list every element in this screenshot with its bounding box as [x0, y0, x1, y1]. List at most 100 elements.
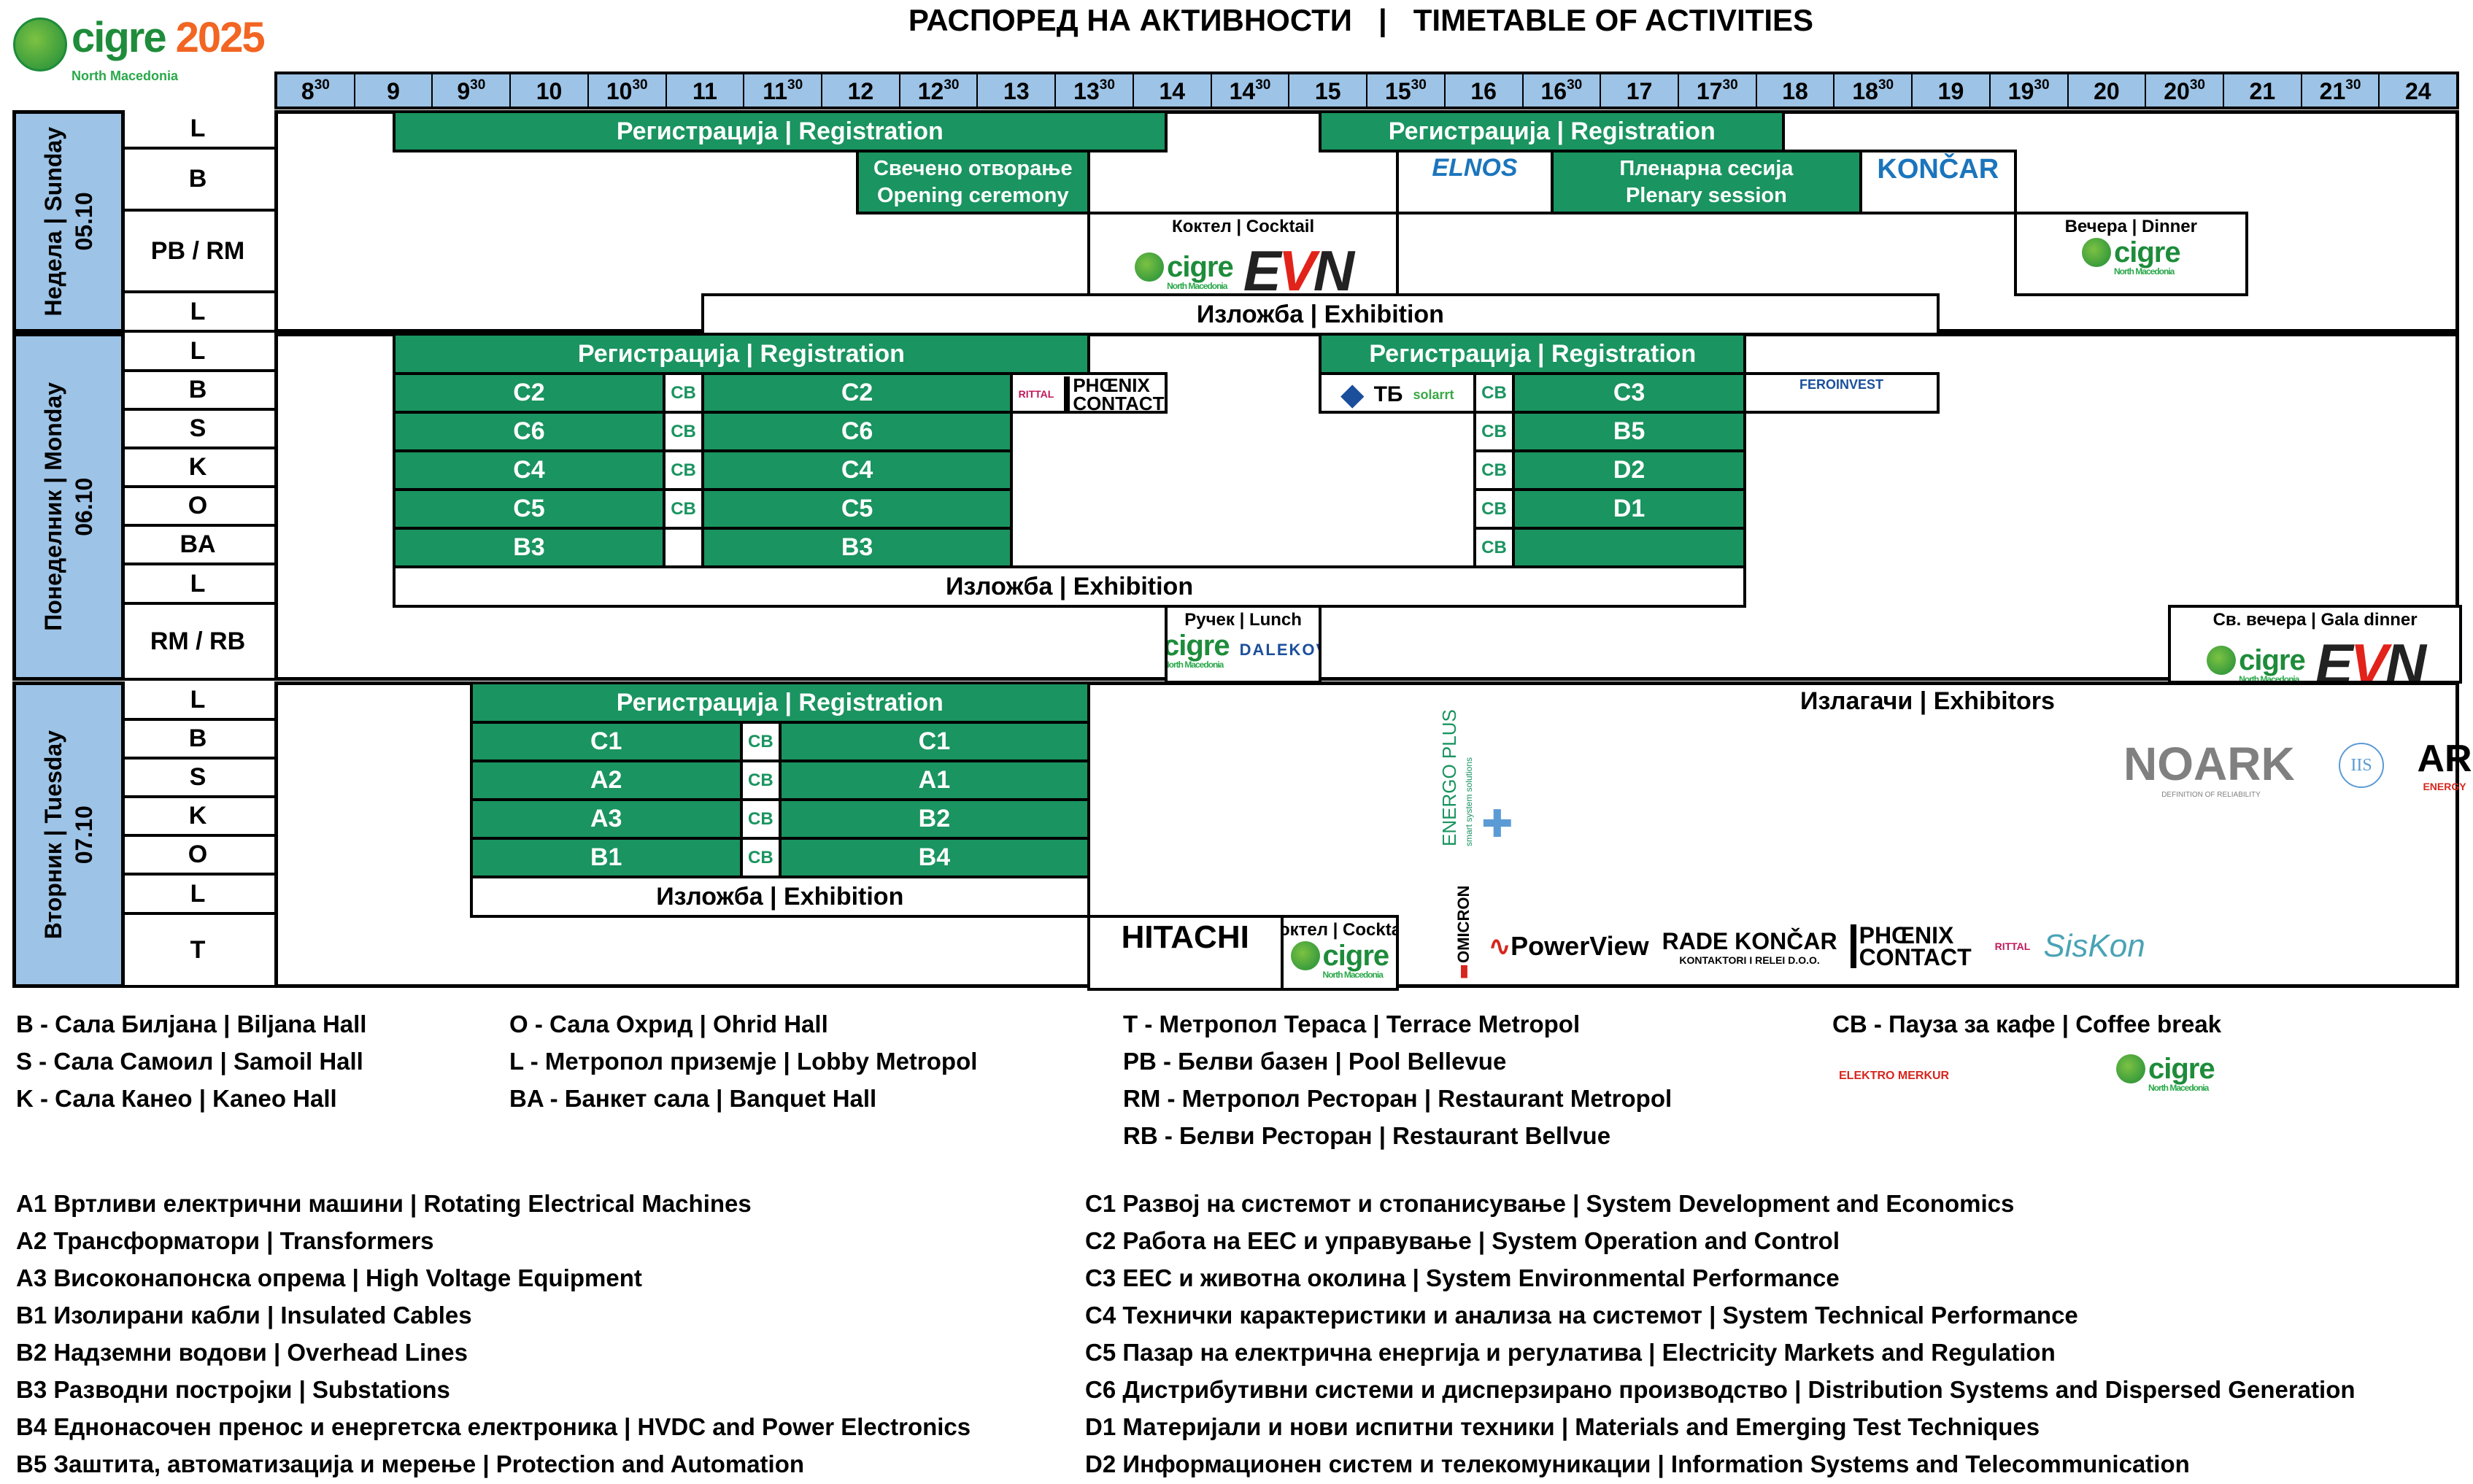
- sponsor-logos: RITTAL PHŒNIX CONTACT: [1018, 376, 1165, 411]
- block-label: D2: [1613, 456, 1646, 484]
- cigre-logo-text: cigre: [2239, 644, 2306, 676]
- block-label: Свечено отворање: [873, 157, 1073, 181]
- evn-e: E: [1243, 239, 1281, 296]
- time-minutes: 30: [1567, 77, 1583, 93]
- phoenix-contact-logo: PHŒNIX CONTACT: [1850, 924, 1982, 969]
- schedule-block: B5: [1511, 411, 1747, 452]
- cigre-globe-icon: [1290, 941, 1320, 970]
- coffee-break-cell: CB: [739, 798, 782, 840]
- coffee-break-cell: CB: [739, 760, 782, 801]
- block-label: C2: [841, 379, 873, 407]
- block-label: Регистрација | Registration: [577, 339, 905, 368]
- noark-name: NOARK: [2123, 738, 2295, 790]
- title-separator: |: [1378, 3, 1387, 37]
- schedule-block: Изложба | Exhibition: [392, 565, 1747, 608]
- noark-logo: NOARK DEFINITION OF RELIABILITY: [2123, 737, 2299, 799]
- block-label: CB: [748, 731, 773, 751]
- time-column-930: 930: [433, 74, 512, 107]
- room-legend-column: T - Метропол Тераса | Terrace Metropol PB…: [1123, 1005, 1721, 1159]
- block-label: CB: [671, 421, 696, 441]
- room-legend-item: RB - Белви Ресторан | Restaurant Bellvue: [1123, 1122, 1611, 1149]
- time-column-2130: 2130: [2302, 74, 2380, 107]
- block-label: Изложба | Exhibition: [1196, 300, 1444, 328]
- category-item: B4 Еднонасочен пренос и енергетска елект…: [16, 1413, 971, 1440]
- time-column-14: 14: [1134, 74, 1212, 107]
- block-label: CB: [1481, 421, 1507, 441]
- room-legend-item: CB - Пауза за кафе | Coffee break: [1832, 1010, 2222, 1037]
- schedule-block: B3: [392, 527, 666, 568]
- schedule-block: C5: [392, 488, 666, 530]
- room-legend-item: O - Сала Охрид | Ohrid Hall: [509, 1010, 828, 1037]
- block-label: CB: [1481, 382, 1507, 403]
- schedule-block: Регистрација | Registration: [1319, 110, 1786, 152]
- schedule-block: C1: [469, 721, 743, 762]
- dalekovod-logo: DALEKOVOD: [1239, 641, 1319, 660]
- rade-koncar-name: RADE KONČAR: [1662, 927, 1837, 954]
- energo-plus-arrow-icon: ✚: [1481, 803, 1513, 846]
- coffee-break-cell: CB: [1473, 449, 1515, 491]
- evn-v: V: [1278, 239, 1316, 296]
- room-code: L: [121, 565, 278, 605]
- block-label: Регистрација | Registration: [1369, 339, 1697, 368]
- schedule-block: A3: [469, 798, 743, 840]
- block-label: Регистрација | Registration: [1388, 117, 1716, 145]
- time-column-2030: 2030: [2146, 74, 2224, 107]
- time-column-1830: 1830: [1835, 74, 1913, 107]
- room-code: B: [121, 150, 278, 212]
- block-label: C4: [513, 456, 545, 484]
- time-column-1030: 1030: [589, 74, 667, 107]
- exhibitor-logos-bottom: ∿ PowerView RADE KONČAR KONTAKTORI I RELEI …: [1489, 921, 2437, 972]
- block-label: CB: [671, 460, 696, 480]
- category-item: C1 Развој на системот и стопанисување | …: [1085, 1190, 2015, 1217]
- sponsor-box: Коктел | Cocktail cigre North Macedonia E V N: [1087, 212, 1400, 296]
- schedule-block: D1: [1511, 488, 1747, 530]
- schedule-block: Регистрација | Registration: [392, 110, 1168, 152]
- schedule-block: A2: [469, 760, 743, 801]
- evn-n: N: [2385, 632, 2426, 684]
- room-code: K: [121, 449, 278, 488]
- sponsor-logos: ◆ ТБ solarrt: [1341, 376, 1454, 411]
- rittal-logo: RITTAL: [1018, 387, 1054, 400]
- time-minutes: 30: [944, 77, 960, 93]
- sponsor-logos: cigre North Macedonia E V N: [2207, 631, 2426, 684]
- category-item: A3 Високонапонска опрема | High Voltage …: [16, 1264, 642, 1291]
- sponsor-box: ◆ ТБ solarrt: [1319, 372, 1476, 414]
- category-item: C2 Работа на ЕЕС и управување | System O…: [1085, 1227, 1840, 1254]
- schedule-block: C1: [778, 721, 1090, 762]
- coffee-break-cell: CB: [1473, 527, 1515, 568]
- schedule-block: [1511, 527, 1747, 568]
- sponsor-box: FEROINVEST: [1743, 372, 1940, 414]
- cigre-logo-main: cigre: [2116, 1054, 2215, 1083]
- koncar-logo: KONČAR: [1877, 154, 1999, 185]
- block-label: C1: [918, 727, 951, 756]
- day-date: 06.10: [71, 477, 97, 536]
- time-column-21: 21: [2224, 74, 2302, 107]
- category-item: D2 Информационен систем и телекомуникаци…: [1085, 1450, 2190, 1477]
- schedule-block: Свечено отворање Opening ceremony: [855, 150, 1090, 215]
- schedule-block: C6: [392, 411, 666, 452]
- schedule-block: [663, 527, 704, 568]
- logo-tb-logo: ТБ: [1373, 382, 1403, 407]
- category-column: C1 Развој на системот и стопанисување | …: [1085, 1185, 2457, 1484]
- category-item: B1 Изолирани кабли | Insulated Cables: [16, 1302, 472, 1329]
- phoenix-logo: PHŒNIX CONTACT: [1064, 376, 1165, 411]
- block-label: C6: [513, 417, 545, 446]
- cigre-globe-icon: [13, 18, 67, 72]
- block-label: CB: [1481, 537, 1507, 557]
- block-label: CB: [671, 382, 696, 403]
- evn-n: N: [1313, 239, 1354, 296]
- schedule-block: C4: [392, 449, 666, 491]
- category-item: C5 Пазар на електрична енергија и регула…: [1085, 1339, 2056, 1366]
- schedule-block: Изложба | Exhibition: [469, 876, 1090, 918]
- cigre-globe-icon: [2207, 645, 2237, 675]
- schedule-block: C6: [701, 411, 1014, 452]
- sponsor-caption: Коктел | Cocktail: [1172, 217, 1315, 236]
- time-column-1730: 1730: [1679, 74, 1757, 107]
- room-legend-item: K - Сала Канео | Kaneo Hall: [16, 1085, 337, 1112]
- time-minutes: 30: [1099, 77, 1115, 93]
- schedule-block: Пленарна сесија Plenary session: [1550, 150, 1862, 215]
- time-column-1630: 1630: [1524, 74, 1602, 107]
